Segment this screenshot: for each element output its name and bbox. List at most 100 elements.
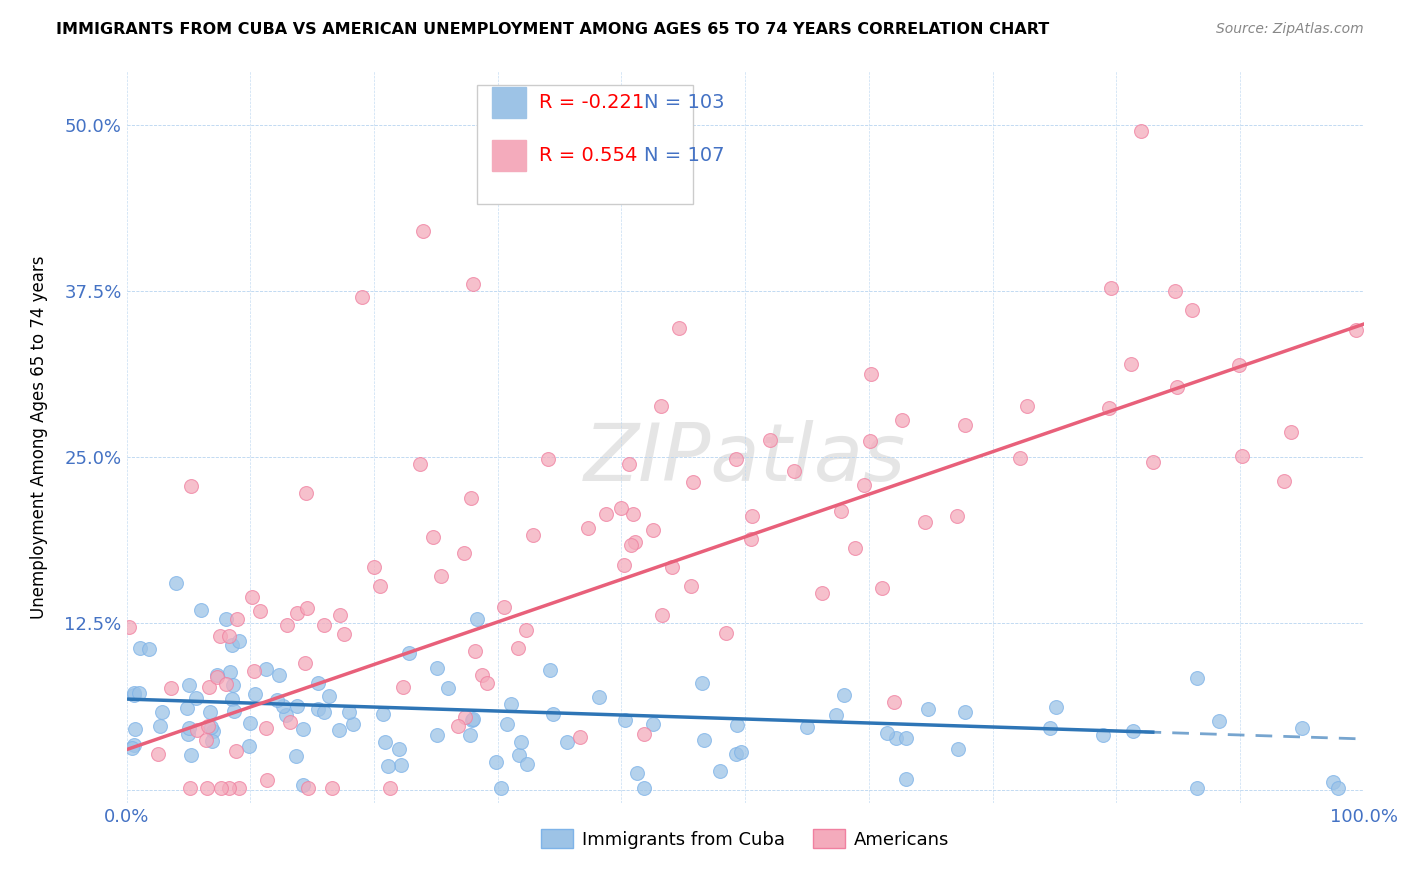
Point — [412, 224, 434, 238]
Point — [195, 733, 218, 747]
Point — [276, 708, 298, 723]
Point — [254, 662, 277, 676]
Point — [508, 748, 530, 763]
Point — [832, 689, 855, 703]
Point — [437, 681, 460, 695]
Point — [190, 603, 212, 617]
Point — [225, 612, 247, 626]
Point — [458, 728, 481, 742]
Point — [118, 620, 141, 634]
Point — [917, 702, 939, 716]
Point — [725, 452, 748, 467]
Point — [1229, 359, 1251, 373]
Point — [128, 686, 150, 700]
Point — [329, 607, 352, 622]
Point — [844, 541, 866, 555]
Point — [896, 772, 918, 786]
Point — [238, 739, 260, 753]
Point — [1142, 455, 1164, 469]
Point — [1119, 357, 1142, 371]
Point — [682, 475, 704, 490]
Point — [1097, 401, 1119, 415]
Point — [389, 757, 412, 772]
Point — [292, 722, 315, 736]
Point — [186, 723, 208, 737]
Point — [651, 608, 673, 623]
Point — [278, 714, 301, 729]
Point — [350, 290, 373, 304]
Text: ZIPatlas: ZIPatlas — [583, 420, 907, 498]
Point — [641, 524, 664, 538]
Point — [491, 781, 513, 796]
Point — [796, 720, 818, 734]
Point — [946, 508, 969, 523]
Point — [537, 451, 560, 466]
Point — [709, 764, 731, 778]
Point — [180, 747, 202, 762]
Point — [201, 734, 224, 748]
Point — [825, 708, 848, 723]
Point — [471, 668, 494, 682]
Point — [914, 516, 936, 530]
Point — [138, 641, 160, 656]
Point — [285, 606, 308, 620]
Point — [321, 781, 343, 796]
Point — [953, 417, 976, 432]
Point — [363, 560, 385, 574]
Point — [124, 723, 146, 737]
Point — [1092, 728, 1115, 742]
Point — [276, 618, 298, 632]
Point — [209, 781, 232, 796]
Point — [342, 717, 364, 731]
Point — [555, 735, 578, 749]
Point — [620, 538, 643, 552]
Point — [228, 633, 250, 648]
Point — [453, 546, 475, 560]
Point — [465, 612, 488, 626]
Point — [1279, 425, 1302, 439]
Point — [200, 706, 222, 720]
Point — [886, 731, 908, 746]
Point — [541, 707, 564, 722]
Point — [150, 705, 173, 719]
Point — [725, 718, 748, 732]
Point — [409, 457, 432, 471]
Point — [1039, 721, 1062, 735]
Point — [641, 717, 664, 731]
Point — [285, 699, 308, 714]
Point — [891, 412, 914, 426]
Point — [461, 277, 484, 292]
Point — [422, 530, 444, 544]
Point — [568, 730, 591, 744]
Point — [485, 755, 508, 769]
Point — [256, 772, 278, 787]
Point — [391, 681, 413, 695]
Point — [1272, 474, 1295, 488]
Point — [177, 727, 200, 741]
Point — [860, 368, 883, 382]
Point — [730, 745, 752, 759]
Point — [122, 686, 145, 700]
Point — [540, 664, 562, 678]
Point — [454, 710, 477, 724]
Point — [271, 698, 294, 713]
Point — [499, 698, 522, 712]
Point — [870, 581, 893, 595]
Point — [1344, 323, 1367, 337]
Point — [624, 534, 647, 549]
Point — [681, 579, 703, 593]
Point — [859, 434, 882, 448]
FancyBboxPatch shape — [492, 140, 526, 171]
Point — [197, 680, 219, 694]
Point — [460, 491, 482, 506]
Point — [953, 705, 976, 719]
Text: IMMIGRANTS FROM CUBA VS AMERICAN UNEMPLOYMENT AMONG AGES 65 TO 74 YEARS CORRELAT: IMMIGRANTS FROM CUBA VS AMERICAN UNEMPLO… — [56, 22, 1049, 37]
Point — [1291, 721, 1313, 735]
Point — [374, 734, 396, 748]
Point — [184, 690, 207, 705]
Point — [510, 735, 533, 749]
Point — [294, 657, 316, 671]
Point — [221, 691, 243, 706]
Point — [121, 741, 143, 756]
Text: N = 107: N = 107 — [644, 146, 724, 165]
